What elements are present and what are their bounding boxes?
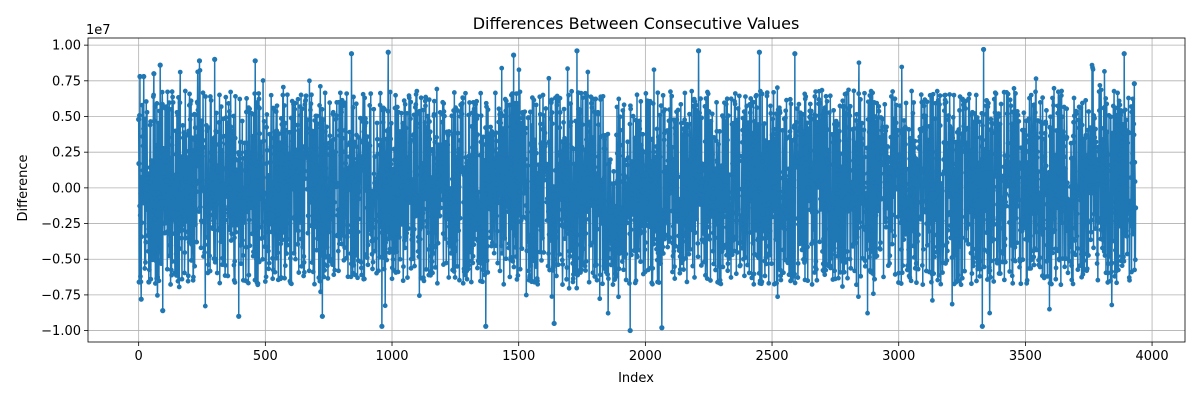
x-tick-label: 0 — [135, 349, 143, 364]
series-line — [137, 48, 1137, 332]
data-point — [212, 56, 218, 63]
data-point — [319, 313, 325, 319]
data-point — [141, 73, 147, 80]
x-tick-label: 3500 — [1009, 349, 1042, 364]
data-point — [574, 48, 580, 54]
y-tick-label: 0.00 — [52, 181, 81, 196]
y-tick-label: 0.25 — [52, 146, 81, 161]
y-tick-label: 0.50 — [52, 110, 81, 125]
data-point — [136, 116, 142, 122]
data-point — [551, 320, 557, 327]
data-point — [385, 49, 391, 55]
x-tick-label: 1000 — [375, 349, 408, 364]
y-tick-label: 0.75 — [52, 74, 81, 89]
series-markers — [136, 47, 1138, 333]
data-point — [138, 296, 144, 302]
y-tick-label: −0.75 — [41, 288, 81, 303]
data-point — [137, 73, 143, 80]
data-point — [627, 327, 633, 334]
data-point — [483, 323, 489, 329]
y-tick-label: −0.25 — [41, 217, 81, 232]
x-tick-label: 2000 — [629, 349, 662, 364]
data-point — [511, 52, 517, 58]
data-point — [151, 71, 157, 77]
data-point — [348, 51, 355, 57]
data-point — [379, 323, 385, 329]
plot-frame — [87, 37, 1186, 343]
y-tick-label: 1.00 — [52, 39, 81, 54]
x-tick-label: 500 — [253, 349, 278, 364]
data-point — [136, 279, 142, 285]
data-point — [1121, 51, 1127, 57]
y-tick-label: −1.00 — [41, 324, 81, 339]
data-point — [136, 160, 142, 167]
x-tick-label: 3000 — [882, 349, 915, 364]
data-point — [695, 48, 702, 54]
data-point — [792, 51, 798, 57]
chart-title: Differences Between Consecutive Values — [473, 14, 800, 33]
data-point — [659, 325, 665, 331]
data-point — [236, 313, 242, 319]
y-scale-offset-label: 1e7 — [86, 23, 111, 38]
data-point — [1131, 81, 1137, 87]
data-layer — [136, 46, 1139, 334]
data-point — [1132, 205, 1139, 211]
y-tick-label: −0.50 — [41, 253, 81, 268]
data-point — [252, 58, 258, 64]
data-point — [157, 62, 163, 68]
x-axis-label: Index — [618, 371, 654, 386]
x-tick-label: 4000 — [1136, 349, 1169, 364]
data-point — [196, 58, 203, 64]
data-point — [146, 279, 152, 285]
y-axis-label: Difference — [16, 154, 31, 221]
x-tick-label: 2500 — [755, 349, 788, 364]
data-point — [756, 49, 762, 55]
data-point — [980, 46, 987, 53]
data-point — [160, 308, 166, 314]
tick-layer: 0 500 1000 1500 2000 2500 3000 3500 4000 −1.00 −0.… — [41, 39, 1168, 364]
data-point — [979, 323, 985, 329]
x-tick-label: 1500 — [502, 349, 535, 364]
